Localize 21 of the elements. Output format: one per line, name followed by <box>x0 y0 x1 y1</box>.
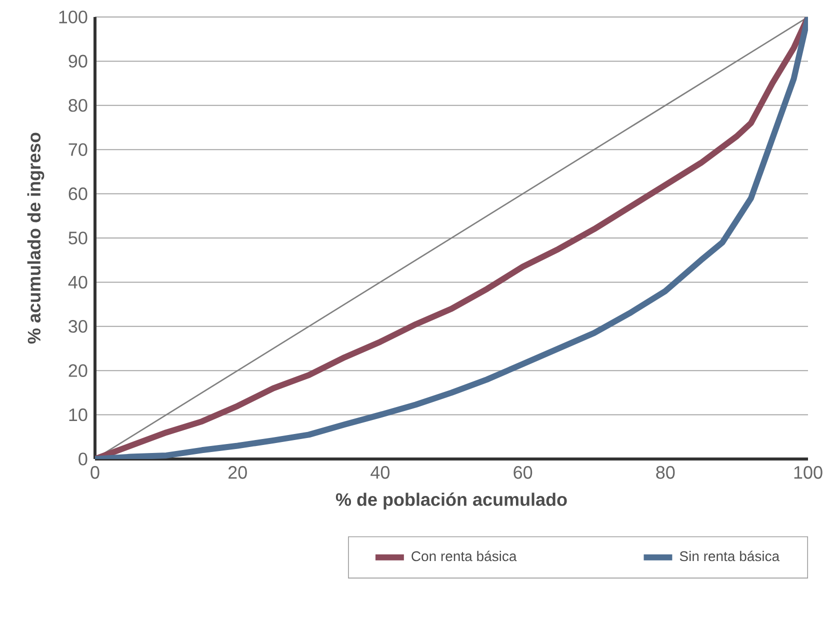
y-tick-label: 50 <box>68 232 88 244</box>
y-tick-label: 40 <box>68 276 88 289</box>
x-tick-label: 60 <box>514 466 532 479</box>
y-tick-label: 100 <box>59 10 88 24</box>
y-axis-title: % acumulado de ingreso <box>27 132 44 344</box>
y-tick-label: 60 <box>68 187 88 200</box>
y-tick-label: 0 <box>78 452 88 466</box>
y-tick-label: 10 <box>69 408 88 422</box>
legend-label: Con renta básica <box>412 550 517 562</box>
x-tick-label: 40 <box>370 466 390 479</box>
y-tick-label: 30 <box>68 320 88 333</box>
y-tick-label: 20 <box>68 364 88 377</box>
x-tick-label: 80 <box>656 466 675 479</box>
x-axis-title: % de población acumulado <box>336 492 567 510</box>
x-tick-label: 20 <box>228 466 247 479</box>
x-tick-label: 0 <box>90 466 100 479</box>
legend-label: Sin renta básica <box>680 550 780 562</box>
y-tick-label: 80 <box>68 99 88 112</box>
x-tick-label: 100 <box>794 466 822 479</box>
y-tick-label: 90 <box>68 54 88 68</box>
y-tick-label: 70 <box>68 143 88 156</box>
